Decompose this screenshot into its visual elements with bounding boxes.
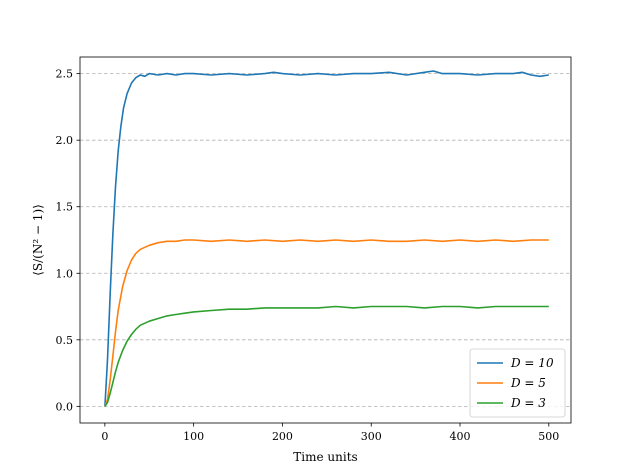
x-tick-label: 300 (361, 430, 382, 443)
series-line-2 (104, 239, 549, 407)
legend-box (469, 348, 566, 418)
x-axis-ticks: 0 100 200 300 400 500 (101, 423, 559, 443)
legend-entry-label: D = 3 (510, 396, 546, 410)
y-axis-label: ⟨S/(N² − 1)⟩ (31, 204, 45, 276)
series-layer (104, 70, 549, 407)
y-tick-label: 0.5 (56, 334, 74, 347)
x-tick-label: 200 (272, 430, 293, 443)
x-tick-label: 100 (183, 430, 204, 443)
y-axis-ticks: 0.0 0.5 1.0 1.5 2.0 2.5 (56, 68, 80, 413)
legend-entry-label: D = 5 (510, 376, 546, 390)
y-tick-label: 2.5 (56, 68, 74, 81)
y-tick-label: 1.5 (56, 201, 74, 214)
y-tick-label: 2.0 (56, 134, 74, 147)
y-tick-label: 0.0 (56, 400, 74, 413)
legend-entry-label: D = 10 (510, 356, 554, 370)
x-axis-label: Time units (293, 450, 357, 464)
plot-frame (79, 56, 572, 424)
series-line-1 (104, 70, 549, 407)
series-line-3 (104, 305, 549, 407)
x-tick-label: 0 (101, 430, 108, 443)
y-tick-label: 1.0 (56, 267, 74, 280)
x-tick-label: 500 (538, 430, 559, 443)
x-tick-label: 400 (450, 430, 471, 443)
legend: D = 10 D = 5 D = 3 (469, 348, 566, 418)
